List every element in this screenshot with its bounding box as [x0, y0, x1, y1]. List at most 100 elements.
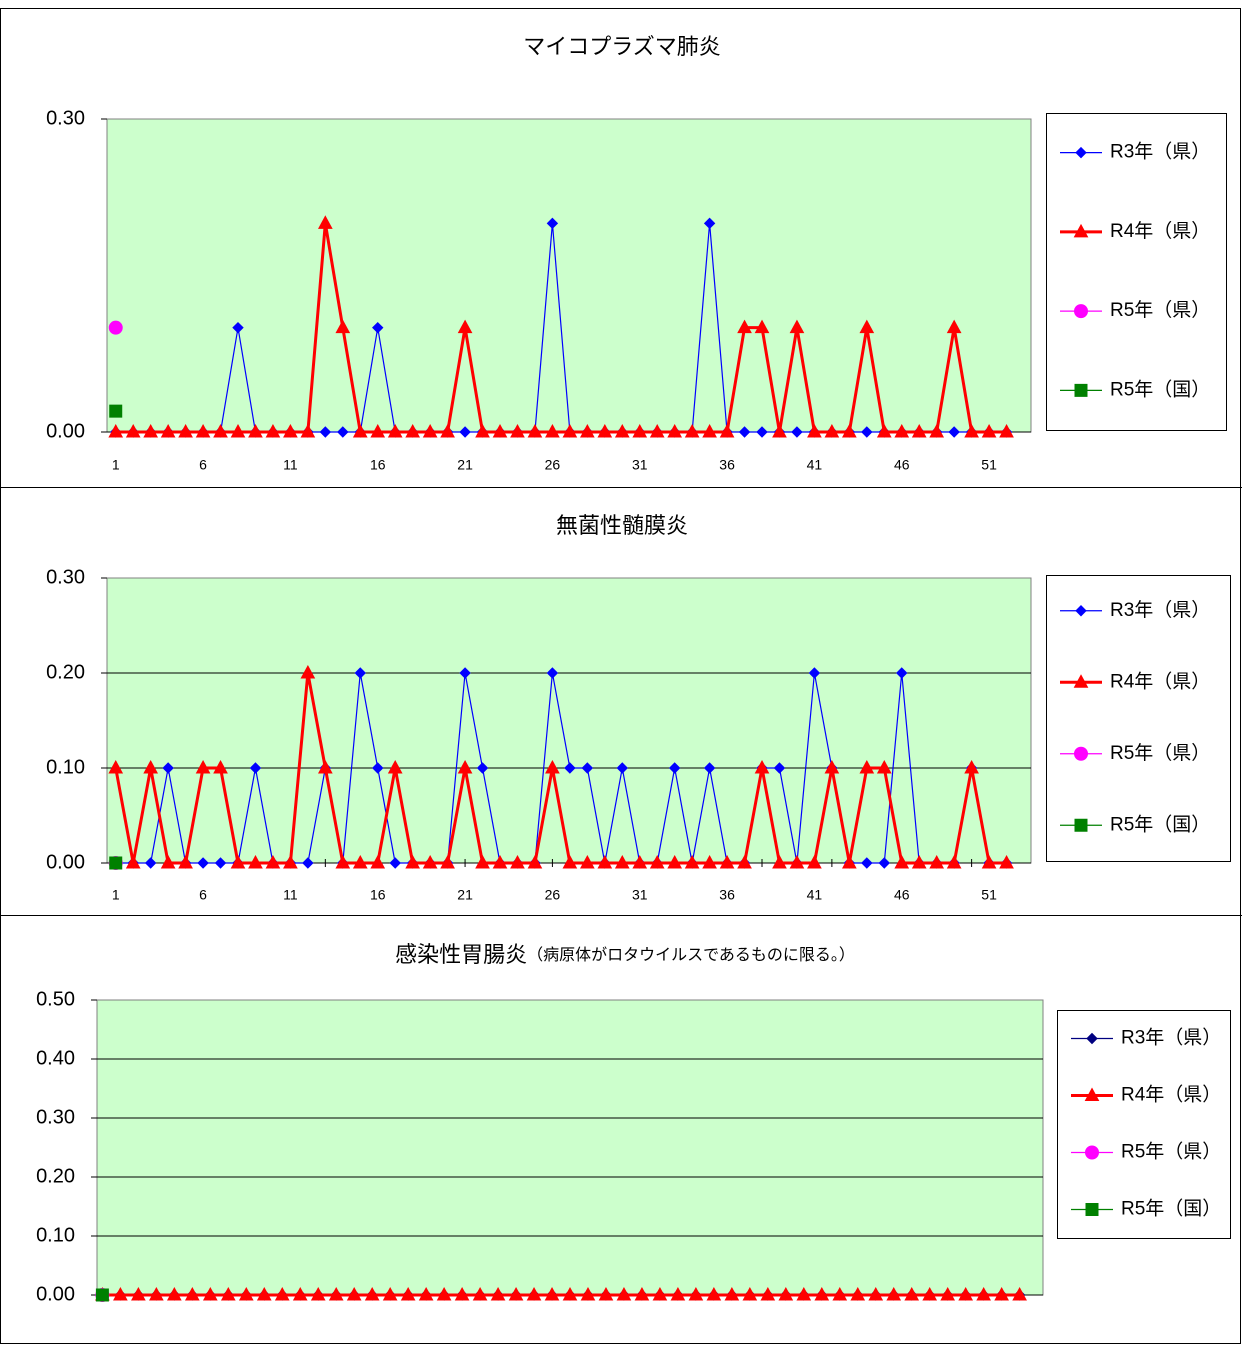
point-marker [684, 854, 700, 869]
point-marker [248, 854, 263, 869]
legend-label: R5年（県） [1110, 299, 1210, 321]
point-marker [283, 854, 298, 869]
point-marker [614, 854, 630, 869]
point-marker [737, 854, 752, 869]
point-marker [510, 854, 525, 869]
point-marker [719, 423, 735, 438]
point-marker [981, 854, 997, 869]
x-tick-label: 26 [545, 457, 561, 473]
point-marker [929, 423, 945, 438]
point-marker [703, 762, 716, 774]
point-marker [886, 1286, 902, 1301]
point-marker [964, 423, 979, 438]
point-marker [475, 854, 490, 869]
series-line [115, 672, 1007, 864]
point-marker [422, 423, 438, 438]
point-marker [292, 1286, 308, 1301]
point-marker [940, 1286, 956, 1301]
y-tick-label: 0.30 [46, 107, 85, 129]
point-marker [894, 854, 910, 869]
point-marker [667, 423, 683, 438]
point-marker [352, 854, 368, 869]
point-marker [302, 857, 314, 869]
point-marker [789, 319, 805, 334]
point-marker [614, 423, 630, 438]
legend-label: R5年（国） [1121, 1198, 1221, 1220]
point-marker [370, 423, 386, 438]
point-marker [230, 854, 246, 869]
point-marker [754, 319, 770, 334]
point-marker [109, 856, 123, 870]
point-marker [964, 759, 979, 774]
legend-label: R3年（県） [1110, 141, 1210, 163]
point-marker [562, 423, 578, 438]
x-tick-label: 31 [632, 457, 648, 473]
point-marker [457, 759, 473, 774]
point-marker [184, 1286, 200, 1301]
point-marker [861, 426, 873, 438]
point-marker [526, 1286, 542, 1301]
point-marker [454, 1286, 470, 1301]
point-marker [346, 1286, 362, 1301]
legend-box [1057, 1010, 1231, 1239]
point-marker [649, 423, 665, 438]
x-tick-label: 51 [981, 887, 997, 903]
x-tick-label: 21 [457, 457, 473, 473]
point-marker [832, 1286, 848, 1301]
point-marker [249, 762, 262, 774]
point-marker [510, 423, 525, 438]
legend-box [1046, 575, 1231, 862]
legend-box [1046, 113, 1227, 431]
x-tick-label: 6 [199, 887, 207, 903]
point-marker [440, 854, 455, 869]
chart-title: 感染性胃腸炎（病原体がロタウイルスであるものに限る。） [395, 942, 855, 967]
point-marker [202, 1286, 218, 1301]
point-marker [370, 854, 386, 869]
point-marker [756, 426, 768, 438]
point-marker [999, 423, 1014, 438]
plot-area [106, 118, 1032, 433]
point-marker [382, 1286, 398, 1301]
point-marker [166, 1286, 182, 1301]
point-marker [274, 1286, 290, 1301]
y-tick-label: 0.10 [36, 1224, 75, 1246]
point-marker [778, 1286, 794, 1301]
point-marker [195, 759, 211, 774]
point-marker [773, 762, 786, 774]
point-marker [317, 759, 333, 774]
point-marker [178, 854, 193, 869]
y-tick-label: 0.30 [46, 566, 85, 588]
point-marker [824, 759, 840, 774]
point-marker [789, 854, 805, 869]
legend-marker [1085, 1145, 1099, 1160]
x-tick-label: 36 [719, 457, 735, 473]
point-marker [958, 1286, 974, 1301]
point-marker [490, 1286, 506, 1301]
point-marker [527, 854, 543, 869]
point-marker [911, 854, 927, 869]
point-marker [195, 423, 211, 438]
legend-label: R4年（県） [1121, 1084, 1221, 1106]
point-marker [976, 1286, 991, 1301]
point-marker [405, 854, 421, 869]
title-main: マイコプラズマ肺炎 [523, 34, 721, 59]
point-marker [999, 854, 1014, 869]
legend-marker [1075, 146, 1087, 159]
point-marker [737, 319, 752, 334]
point-marker [754, 759, 770, 774]
point-marker [364, 1286, 380, 1301]
x-tick-label: 26 [545, 887, 561, 903]
legend-label: R4年（県） [1110, 670, 1210, 692]
point-marker [476, 762, 489, 774]
point-marker [108, 759, 124, 774]
x-tick-label: 21 [457, 887, 473, 903]
point-marker [387, 759, 403, 774]
point-marker [527, 423, 543, 438]
y-tick-label: 0.30 [36, 1106, 75, 1128]
chart-title: 無菌性髄膜炎 [556, 513, 688, 538]
point-marker [807, 854, 822, 869]
point-marker [738, 426, 751, 438]
point-marker [317, 215, 333, 229]
point-marker [337, 426, 349, 438]
point-marker [922, 1286, 938, 1301]
